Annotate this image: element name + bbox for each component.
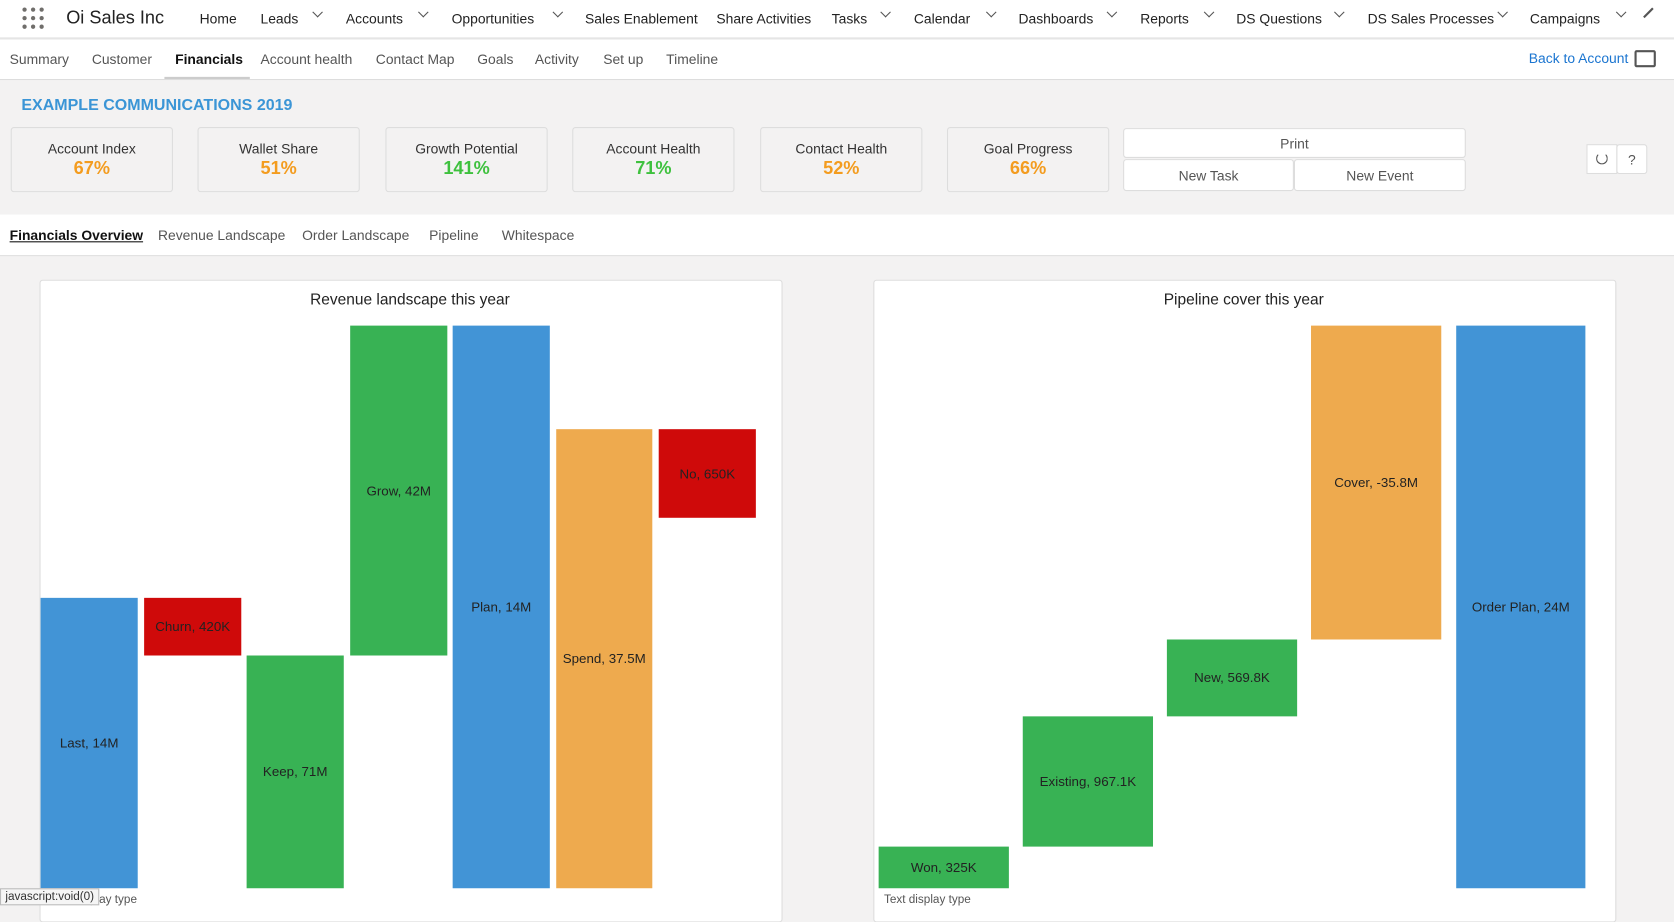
bar: Last, 14M (40, 597, 138, 889)
chart-title: Revenue landscape this year (310, 291, 510, 309)
metric-label: Contact Health (795, 140, 888, 157)
bar: Churn, 420K (144, 597, 242, 656)
record-tab[interactable]: Set up (603, 51, 644, 68)
financial-tab[interactable]: Revenue Landscape (158, 227, 286, 244)
metric-value: 141% (443, 158, 490, 179)
record-tab[interactable]: Activity (534, 51, 579, 68)
bar: Plan, 14M (452, 325, 550, 889)
bar: Won, 325K (878, 846, 1009, 889)
metric-label: Account Health (606, 140, 701, 157)
nav-item[interactable]: Opportunities (451, 10, 535, 27)
metric-value: 52% (823, 158, 860, 179)
financial-tab[interactable]: Order Landscape (302, 227, 410, 244)
dot (39, 16, 44, 21)
metric-label: Wallet Share (239, 140, 319, 157)
button[interactable]: Print (1123, 128, 1466, 159)
app-launcher[interactable] (22, 7, 44, 29)
record-tab[interactable]: Account health (260, 51, 353, 68)
metric-value: 51% (260, 158, 297, 179)
chart-footer: Text display type (883, 893, 971, 907)
metric-label: Account Index (47, 140, 136, 157)
refresh-icon (1596, 152, 1608, 165)
book-icon[interactable] (1634, 50, 1656, 68)
nav-item[interactable]: DS Sales Processes (1367, 10, 1495, 27)
record-tab[interactable]: Summary (9, 51, 69, 68)
nav-item[interactable]: DS Questions (1236, 10, 1322, 27)
metric-card (10, 127, 173, 193)
button[interactable]: New Event (1293, 159, 1466, 192)
bar: Order Plan, 24M (1456, 325, 1586, 889)
bar: Existing, 967.1K (1022, 716, 1154, 847)
metric-value: 66% (1009, 158, 1047, 179)
metric-card (197, 127, 360, 193)
bar: Keep, 71M (246, 655, 344, 889)
financial-tab[interactable]: Whitespace (501, 227, 575, 244)
metric-label: Goal Progress (983, 140, 1073, 157)
nav-item[interactable]: Sales Enablement (585, 10, 698, 27)
dot (30, 7, 36, 12)
dot (39, 7, 44, 12)
metric-value: 67% (73, 158, 110, 179)
dot (39, 24, 44, 29)
metric-card (572, 127, 735, 193)
account-title: EXAMPLE COMMUNICATIONS 2019 (21, 96, 293, 115)
button[interactable]: ? (1616, 144, 1648, 175)
nav-item[interactable]: Reports (1140, 10, 1189, 27)
nav-item[interactable]: Leads (260, 10, 299, 27)
record-tab[interactable]: Timeline (666, 51, 719, 68)
chart-title: Pipeline cover this year (1163, 291, 1324, 309)
record-tab[interactable]: Contact Map (375, 51, 455, 68)
button[interactable]: New Task (1123, 159, 1294, 192)
nav-item[interactable]: Tasks (831, 10, 868, 27)
dot (22, 7, 27, 12)
metric-value: 71% (635, 158, 672, 179)
bar: New, 569.8K (1166, 639, 1298, 717)
metric-card (385, 127, 548, 193)
dot (22, 24, 27, 29)
active-underline (164, 76, 250, 80)
bar: Spend, 37.5M (556, 429, 653, 889)
nav-item[interactable]: Dashboards (1018, 10, 1094, 27)
nav-item[interactable]: Accounts (345, 10, 404, 27)
bar: Cover, -35.8M (1311, 325, 1442, 640)
nav-item[interactable]: Home (199, 10, 237, 27)
back-link[interactable]: Back to Account (1528, 50, 1629, 67)
metric-label: Growth Potential (415, 140, 518, 157)
dot (30, 24, 36, 29)
dot (22, 16, 27, 21)
metric-card (946, 127, 1110, 193)
top-bar (0, 0, 1674, 40)
app-name: Oi Sales Inc (66, 7, 165, 28)
nav-item[interactable]: Calendar (913, 10, 971, 27)
record-tab[interactable]: Financials (175, 51, 243, 68)
status-url: javascript:void(0) (0, 888, 100, 906)
nav-item[interactable]: Share Activities (716, 10, 812, 27)
financial-tab[interactable]: Financials Overview (9, 227, 144, 244)
metric-card (760, 127, 923, 193)
bar: No, 650K (658, 429, 756, 518)
bar: Grow, 42M (350, 325, 448, 656)
record-tabs (0, 39, 1674, 81)
dot (30, 16, 36, 21)
financial-tab[interactable]: Pipeline (429, 227, 479, 244)
nav-item[interactable]: Campaigns (1529, 10, 1601, 27)
financial-tabs (0, 214, 1674, 257)
record-tab[interactable]: Customer (91, 51, 152, 68)
record-tab[interactable]: Goals (477, 51, 514, 68)
